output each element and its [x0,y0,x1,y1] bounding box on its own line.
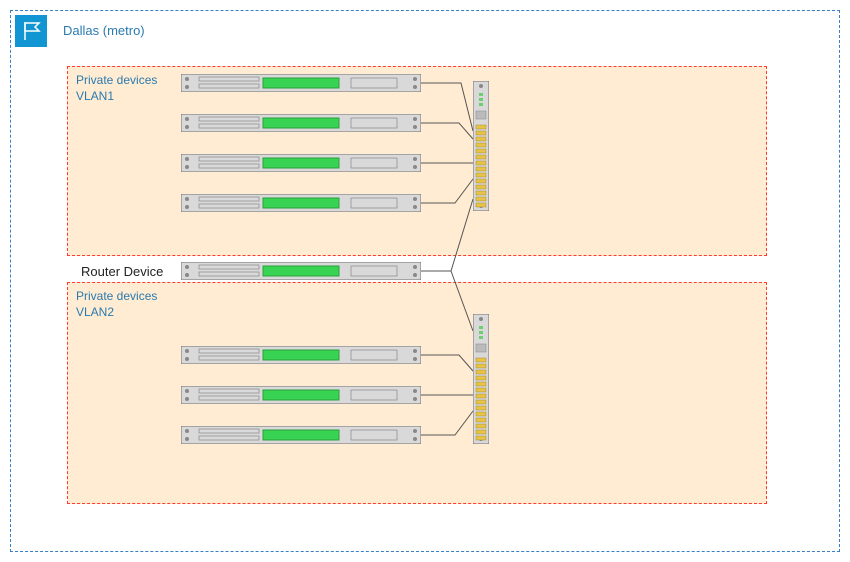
vlan1-server-4 [181,194,421,217]
vlan1-label: Private devices VLAN1 [76,73,157,104]
vlan2-switch [473,314,489,449]
vlan1-label-line1: Private devices [76,73,157,87]
vlan2-label-line1: Private devices [76,289,157,303]
metro-flag-icon [15,15,47,47]
vlan1-server-1 [181,74,421,97]
metro-region: Dallas (metro) Private devices VLAN1 Pri… [10,10,840,552]
vlan1-switch [473,81,489,216]
vlan1-server-2 [181,114,421,137]
router-device-label: Router Device [81,264,163,279]
vlan1-label-line2: VLAN1 [76,89,114,103]
metro-title: Dallas (metro) [63,23,145,38]
flag-icon [15,15,47,47]
router-server [181,262,421,285]
vlan2-server-1 [181,346,421,369]
vlan2-server-2 [181,386,421,409]
vlan2-label: Private devices VLAN2 [76,289,157,320]
vlan2-server-3 [181,426,421,449]
vlan2-label-line2: VLAN2 [76,305,114,319]
vlan1-server-3 [181,154,421,177]
